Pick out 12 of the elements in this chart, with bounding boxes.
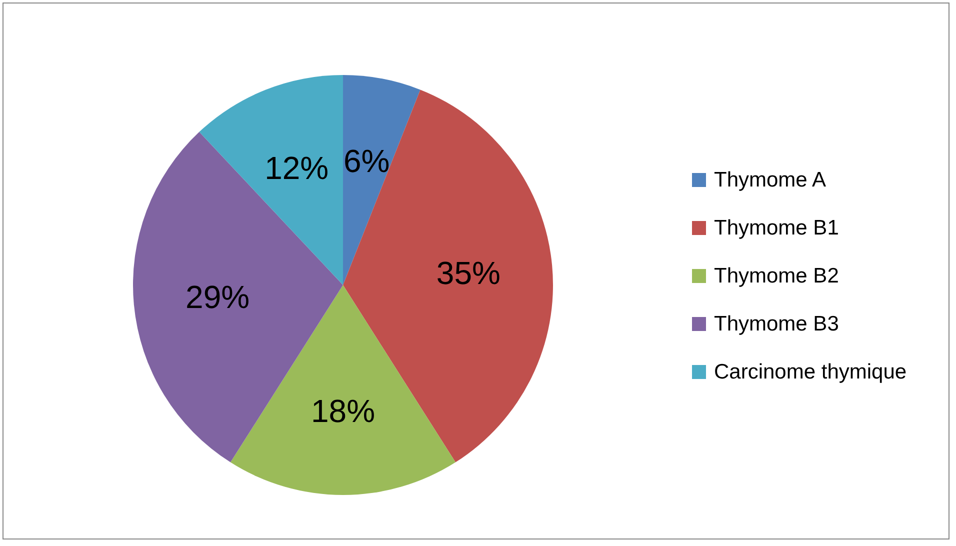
- data-label: 12%: [264, 150, 329, 186]
- data-label: 35%: [436, 255, 500, 292]
- data-label: 6%: [343, 143, 390, 180]
- pie-slice: [199, 75, 343, 285]
- data-label: 29%: [186, 278, 250, 315]
- data-label: 18%: [310, 393, 376, 429]
- legend-label: Thymome B1: [714, 216, 839, 240]
- legend-label: Carcinome thymique: [714, 360, 907, 384]
- legend-label: Thymome B3: [714, 312, 839, 336]
- pie-slice: [343, 75, 420, 285]
- legend-label: Thymome B2: [714, 264, 839, 288]
- legend-label: Thymome A: [714, 168, 826, 192]
